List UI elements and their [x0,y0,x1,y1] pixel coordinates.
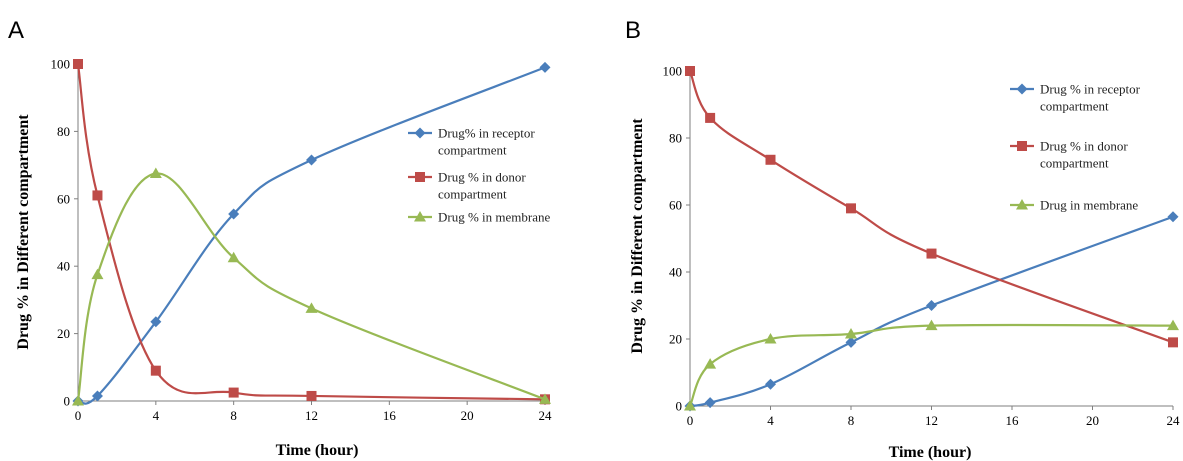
data-point [1167,211,1179,223]
y-tick-label: 0 [64,394,71,409]
data-point [150,365,161,376]
data-point [845,336,857,348]
data-point [150,316,162,328]
series-line [77,66,546,405]
y-tick-label: 0 [676,399,683,414]
data-point [539,393,551,404]
x-tick-label: 12 [305,408,318,423]
data-point [92,190,103,201]
x-tick-label: 20 [1086,413,1099,428]
legend-label: compartment [1040,99,1109,114]
legend-swatch-marker [415,172,425,182]
data-point [925,319,938,331]
legend-swatch-marker [1016,83,1028,95]
legend-swatch-marker [414,211,426,222]
x-tick-label: 4 [153,408,160,423]
series-line [76,63,546,401]
data-point [765,378,776,390]
x-tick-label: 24 [1167,413,1181,428]
data-point [685,66,695,76]
data-point [72,395,84,406]
data-point [765,154,776,165]
series-line [76,172,546,402]
series-line [688,323,1174,407]
legend-label: Drug % in membrane [438,210,551,225]
data-point [539,61,551,73]
legend-label: Drug % in receptor [1040,82,1141,97]
x-tick-label: 8 [230,408,237,423]
legend-label: compartment [1040,156,1109,171]
legend-label: compartment [438,187,507,202]
data-point [1167,319,1179,331]
panel-a-x-axis-title: Time (hour) [276,442,359,459]
data-point [845,327,857,339]
y-tick-label: 60 [57,191,70,206]
x-tick-label: 0 [687,413,694,428]
y-tick-label: 60 [669,198,682,213]
panel-a: A Time (hour) Drug % in Different compar… [8,17,552,459]
panel-a-letter: A [8,17,24,44]
x-tick-label: 20 [461,408,474,423]
y-tick-label: 100 [663,64,683,79]
series-line [689,215,1174,408]
x-tick-label: 4 [767,413,774,428]
data-point [305,302,318,313]
data-point [149,167,162,179]
data-point [306,154,317,166]
legend-label: Drug % in donor [1040,139,1128,154]
x-tick-label: 8 [848,413,855,428]
x-tick-label: 16 [1006,413,1020,428]
legend-label: Drug % in donor [438,170,526,185]
data-point [1168,337,1178,348]
panel-a-y-axis-title: Drug % in Different compartment [15,114,32,350]
legend-swatch-marker [1017,141,1027,151]
data-point [228,208,240,220]
y-tick-label: 80 [57,124,70,139]
legend-swatch-marker [414,127,426,139]
data-point [306,390,317,401]
data-point [846,203,856,214]
legend-label: Drug% in receptor [438,126,535,141]
x-tick-label: 24 [539,408,553,423]
panel-b-letter: B [625,17,641,44]
data-point [926,248,937,259]
y-tick-label: 40 [669,265,682,280]
data-point [227,251,240,263]
legend-label: compartment [438,143,507,158]
y-tick-label: 80 [669,131,682,146]
y-tick-label: 100 [51,57,71,72]
panel-b-y-axis-title: Drug % in Different compartment [629,118,646,354]
data-point [704,397,716,409]
panel-b-x-axis-title: Time (hour) [889,444,972,461]
data-point [704,358,717,369]
panel-b: B Time (hour) Drug % in Different compar… [625,17,1180,461]
legend-label: Drug in membrane [1040,198,1138,213]
x-tick-label: 16 [383,408,397,423]
data-point [91,390,103,402]
y-tick-label: 40 [57,259,70,274]
data-point [91,268,104,280]
x-tick-label: 0 [75,408,82,423]
data-point [684,400,696,411]
data-point [705,112,716,123]
data-point [73,59,83,69]
x-tick-label: 12 [925,413,938,428]
y-tick-label: 20 [669,332,682,347]
data-point [228,387,239,398]
y-tick-label: 20 [57,326,70,341]
legend-swatch-marker [1016,199,1028,210]
data-point [764,333,777,344]
data-point [926,300,937,311]
